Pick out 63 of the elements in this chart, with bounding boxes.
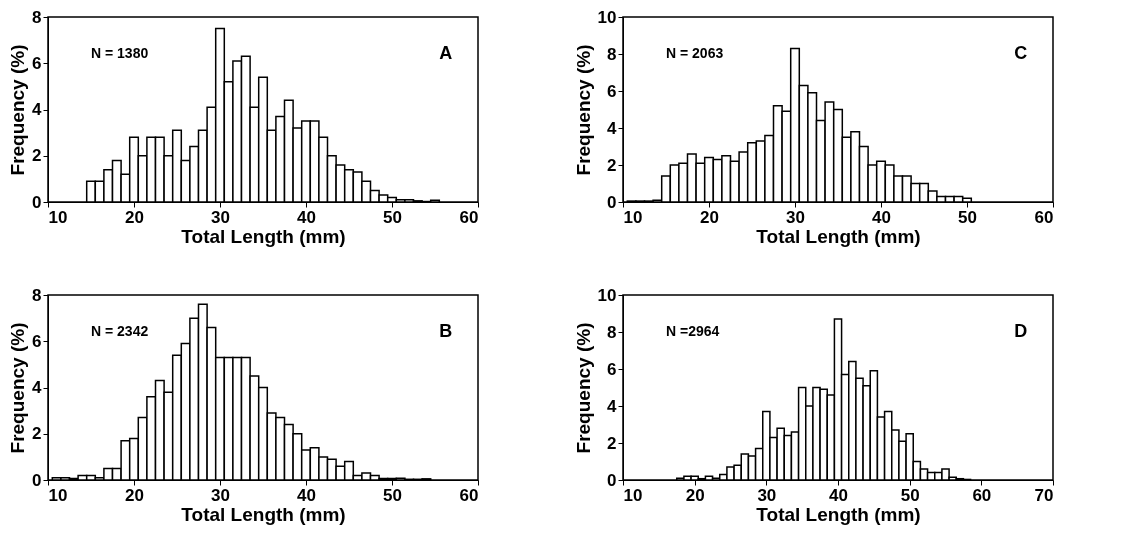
y-tick-label: 2 (32, 424, 42, 444)
y-tick-label: 2 (32, 146, 42, 166)
y-tick-label: 0 (32, 192, 42, 212)
x-tick-label: 40 (297, 207, 316, 227)
x-tick-label: 30 (211, 485, 230, 505)
x-tick-label: 10 (623, 485, 643, 505)
annotation: N = 2342 (91, 323, 149, 339)
x-tick-label: 70 (1034, 485, 1054, 505)
x-tick-label: 50 (383, 485, 402, 505)
x-tick-label: 10 (48, 207, 68, 227)
x-tick-label: 50 (958, 207, 977, 227)
x-tick-label: 20 (125, 207, 144, 227)
x-tick-label: 60 (459, 485, 479, 505)
x-tick-label: 10 (623, 207, 643, 227)
y-axis-title: Frequency (%) (7, 44, 29, 176)
x-tick-label: 40 (872, 207, 891, 227)
annotation: D (1014, 321, 1028, 341)
x-tick-label: 60 (972, 485, 992, 505)
x-tick-label: 30 (786, 207, 805, 227)
annotation: B (439, 321, 453, 341)
y-tick-label: 8 (32, 285, 42, 305)
x-axis-title: Total Length (mm) (756, 225, 921, 247)
y-tick-label: 6 (607, 359, 617, 379)
y-tick-label: 2 (607, 433, 617, 453)
annotation: N =2964 (666, 323, 720, 339)
y-tick-label: 10 (597, 7, 617, 27)
x-tick-label: 60 (459, 207, 479, 227)
x-tick-label: 60 (1034, 207, 1054, 227)
y-tick-label: 6 (32, 53, 42, 73)
x-tick-label: 40 (297, 485, 316, 505)
y-tick-label: 0 (607, 470, 617, 490)
y-tick-label: 8 (607, 322, 617, 342)
y-tick-label: 4 (32, 100, 43, 119)
x-tick-label: 50 (900, 485, 920, 505)
y-tick-label: 0 (32, 470, 42, 490)
y-tick-label: 10 (597, 285, 617, 305)
y-tick-label: 6 (607, 81, 617, 101)
y-tick-label: 0 (607, 192, 617, 212)
annotation: A (439, 43, 453, 63)
x-tick-label: 20 (685, 485, 705, 505)
x-axis-title: Total Length (mm) (756, 503, 921, 525)
annotation: N = 1380 (91, 45, 149, 61)
y-axis-title: Frequency (%) (7, 322, 29, 454)
y-axis-title: Frequency (%) (572, 44, 594, 176)
y-tick-label: 4 (607, 396, 618, 416)
x-tick-label: 50 (383, 207, 402, 227)
y-tick-label: 6 (32, 331, 42, 351)
y-tick-label: 4 (607, 118, 618, 138)
annotation: N = 2063 (666, 45, 724, 61)
y-tick-label: 2 (607, 155, 617, 175)
y-tick-label: 8 (32, 7, 42, 27)
x-tick-label: 30 (757, 485, 777, 505)
x-axis-title: Total Length (mm) (181, 503, 346, 525)
x-tick-label: 10 (48, 485, 68, 505)
y-tick-label: 4 (32, 378, 43, 397)
x-tick-label: 40 (829, 485, 848, 505)
x-tick-label: 20 (125, 485, 144, 505)
x-axis-title: Total Length (mm) (181, 225, 346, 247)
y-axis-title: Frequency (%) (572, 322, 594, 454)
x-tick-label: 20 (700, 207, 719, 227)
x-tick-label: 30 (211, 207, 230, 227)
y-tick-label: 8 (607, 44, 617, 64)
annotation: C (1014, 43, 1028, 63)
